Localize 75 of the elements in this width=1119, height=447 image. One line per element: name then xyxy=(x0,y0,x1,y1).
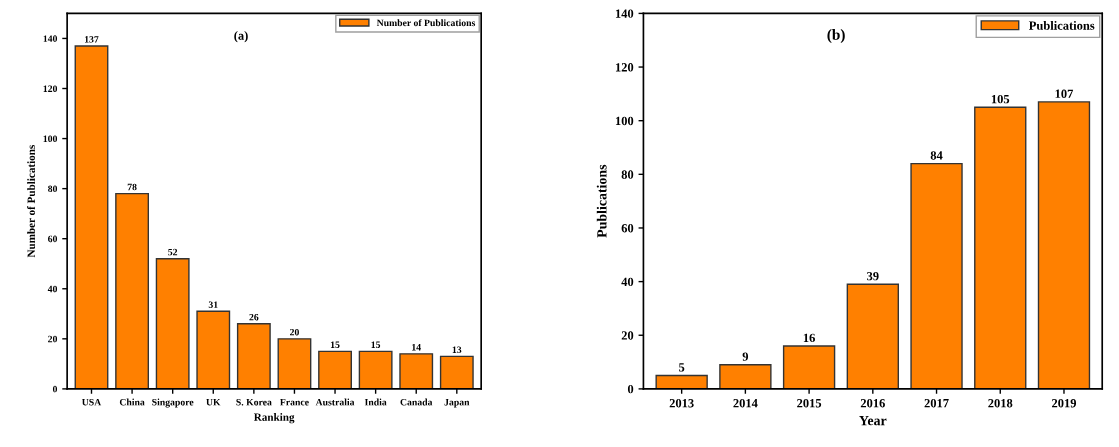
data-label: 31 xyxy=(208,301,218,308)
data-label: 52 xyxy=(168,248,178,256)
bar xyxy=(655,374,708,389)
bar xyxy=(846,283,900,389)
x-tick-label: 2016 xyxy=(860,398,885,408)
data-label: 78 xyxy=(127,183,137,191)
bar xyxy=(1037,101,1091,389)
y-tick-label: 60 xyxy=(621,223,634,233)
x-tick-label: Japan xyxy=(444,398,470,408)
data-label: 20 xyxy=(290,328,299,336)
bar xyxy=(910,162,963,389)
data-label: 39 xyxy=(867,271,879,281)
bar xyxy=(358,350,393,389)
bar xyxy=(399,353,434,389)
bar xyxy=(196,310,231,389)
y-tick-label: 120 xyxy=(615,63,634,72)
bar xyxy=(974,106,1027,389)
bar xyxy=(277,338,312,389)
x-tick-label: UK xyxy=(206,398,221,406)
x-tick-label: Singapore xyxy=(152,398,194,408)
bar xyxy=(318,350,352,389)
x-tick-label: S. Korea xyxy=(236,398,272,406)
x-tick-label: 2014 xyxy=(733,398,758,408)
y-tick-label: 40 xyxy=(47,285,58,293)
y-tick-label: 40 xyxy=(621,277,634,287)
data-label: 26 xyxy=(249,313,259,321)
data-label: 5 xyxy=(679,363,685,372)
data-label: 15 xyxy=(371,341,381,348)
bar xyxy=(74,45,109,389)
data-label: 14 xyxy=(412,343,421,351)
x-tick-label: 2018 xyxy=(988,398,1013,408)
x-axis-title: Year xyxy=(859,416,887,426)
x-tick-label: USA xyxy=(82,398,102,406)
y-tick-label: 140 xyxy=(43,35,58,42)
y-axis-title: Publications xyxy=(596,164,607,238)
annotation: (b) xyxy=(827,29,845,43)
y-tick-label: 140 xyxy=(615,9,634,18)
x-tick-label: India xyxy=(364,398,387,406)
data-label: 9 xyxy=(742,352,749,361)
y-tick-label: 80 xyxy=(621,170,634,179)
y-tick-label: 80 xyxy=(48,185,58,193)
data-label: 107 xyxy=(1055,89,1074,98)
y-tick-label: 120 xyxy=(43,85,58,92)
legend-label: Number of Publications xyxy=(376,19,476,27)
bar xyxy=(236,323,271,389)
data-label: 84 xyxy=(930,151,943,160)
x-tick-label: France xyxy=(280,398,309,406)
x-tick-label: 2019 xyxy=(1052,398,1077,408)
x-axis-title: Ranking xyxy=(253,413,295,424)
data-label: 15 xyxy=(330,341,340,348)
data-label: 13 xyxy=(452,346,462,353)
y-tick-label: 100 xyxy=(615,116,634,126)
bar xyxy=(155,258,190,389)
x-tick-label: 2013 xyxy=(669,398,694,408)
x-tick-label: Australia xyxy=(315,398,355,406)
data-label: 105 xyxy=(991,94,1010,104)
annotation: (a) xyxy=(234,31,248,43)
x-tick-label: China xyxy=(119,398,145,406)
x-tick-label: 2017 xyxy=(924,398,949,408)
y-tick-label: 20 xyxy=(48,335,58,343)
y-tick-label: 100 xyxy=(43,135,58,143)
legend-label: Publications xyxy=(1028,20,1095,30)
data-label: 16 xyxy=(803,333,815,343)
y-tick-label: 60 xyxy=(48,235,58,243)
bar xyxy=(115,192,150,389)
data-label: 137 xyxy=(84,36,99,43)
x-tick-label: Canada xyxy=(400,398,433,406)
bar xyxy=(439,355,474,389)
y-tick-label: 0 xyxy=(627,384,634,394)
y-axis-title: Number of Publications xyxy=(27,145,36,258)
bar xyxy=(782,345,836,389)
bar xyxy=(719,364,772,389)
y-tick-label: 0 xyxy=(52,385,58,393)
x-tick-label: 2015 xyxy=(797,398,822,408)
y-tick-label: 20 xyxy=(621,331,634,340)
